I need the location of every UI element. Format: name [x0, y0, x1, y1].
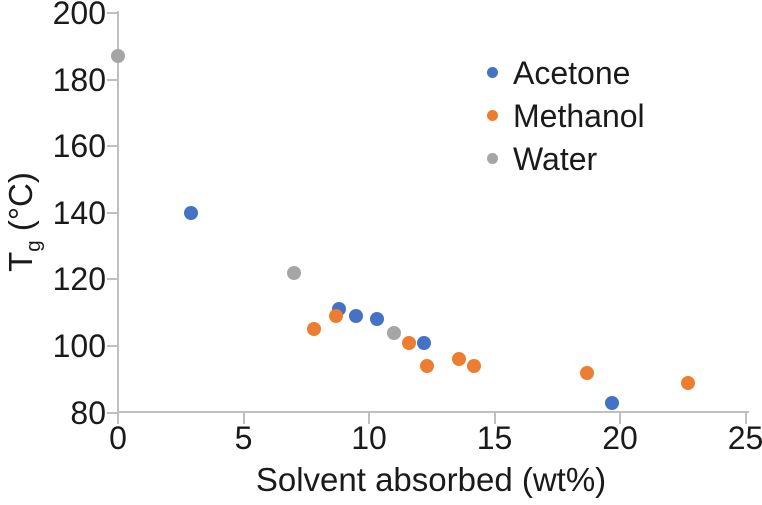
y-tick-120 [107, 278, 119, 281]
point-acetone [369, 312, 384, 327]
point-methanol [680, 375, 695, 390]
x-tick-5 [242, 411, 245, 424]
y-axis-title-sub: g [21, 240, 45, 252]
x-axis-line [117, 411, 749, 413]
point-methanol [306, 322, 321, 337]
y-tick-100 [107, 344, 119, 347]
y-tick-label-200: 200 [52, 0, 106, 32]
x-tick-10 [368, 411, 370, 424]
point-acetone [417, 335, 432, 350]
legend: Acetone Methanol Water [487, 51, 645, 180]
point-acetone [605, 395, 620, 410]
x-tick-label-25: 25 [727, 420, 762, 456]
y-tick-label-180: 180 [52, 61, 106, 98]
legend-label-methanol: Methanol [513, 97, 645, 134]
x-tick-0 [117, 411, 119, 424]
legend-label-water: Water [513, 140, 598, 177]
y-tick-label-160: 160 [52, 128, 106, 165]
legend-item-acetone: Acetone [487, 51, 645, 94]
legend-marker-water-icon [487, 153, 498, 164]
y-tick-140 [107, 211, 119, 214]
point-methanol [580, 365, 595, 380]
x-tick-label-15: 15 [476, 420, 513, 456]
legend-label-acetone: Acetone [513, 54, 631, 91]
y-tick-label-120: 120 [52, 261, 106, 298]
x-tick-20 [619, 411, 621, 424]
x-tick-label-0: 0 [109, 420, 127, 456]
x-tick-15 [493, 411, 496, 424]
point-water [111, 49, 125, 64]
x-tick-label-10: 10 [351, 420, 387, 456]
point-methanol [329, 308, 344, 323]
legend-item-methanol: Methanol [487, 94, 645, 137]
y-tick-200 [107, 12, 119, 15]
x-tick-25 [744, 411, 747, 424]
point-water [286, 265, 301, 280]
point-methanol [419, 358, 434, 373]
y-tick-160 [107, 145, 119, 148]
legend-marker-acetone-icon [487, 67, 498, 78]
y-tick-label-80: 80 [70, 394, 106, 431]
y-tick-label-140: 140 [52, 194, 106, 231]
x-axis-title: Solvent absorbed (wt%) [255, 461, 607, 498]
legend-marker-methanol-icon [487, 110, 498, 121]
point-acetone [349, 308, 364, 323]
point-methanol [467, 358, 482, 373]
x-tick-label-20: 20 [602, 420, 638, 456]
y-tick-80 [107, 411, 119, 414]
legend-item-water: Water [487, 137, 645, 180]
point-water [387, 325, 402, 340]
point-methanol [452, 352, 467, 367]
point-methanol [402, 335, 417, 350]
y-tick-label-100: 100 [52, 327, 106, 364]
point-acetone [183, 205, 198, 220]
y-tick-180 [107, 78, 119, 81]
x-tick-label-5: 5 [234, 420, 253, 456]
